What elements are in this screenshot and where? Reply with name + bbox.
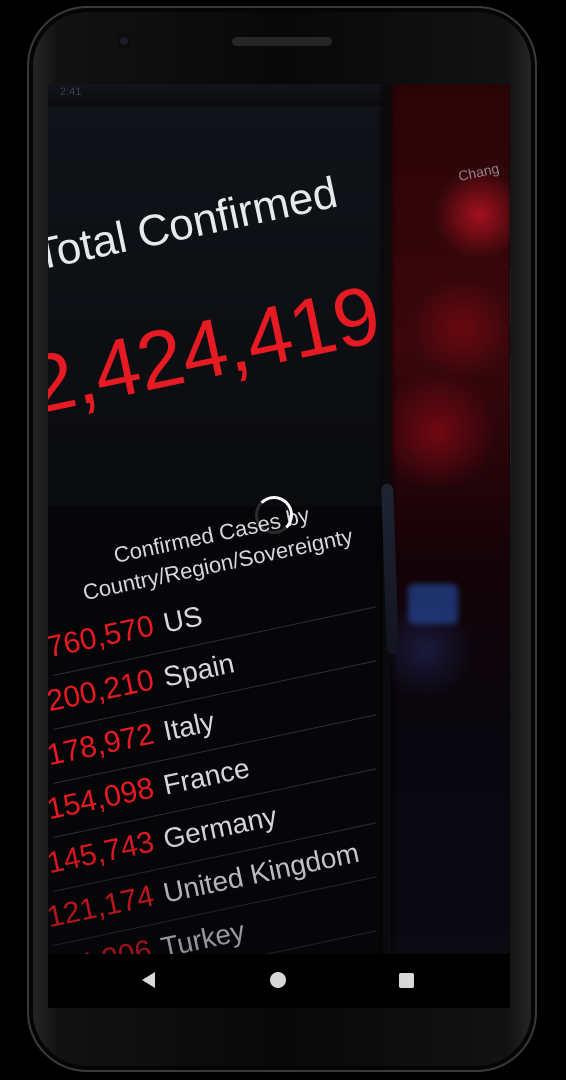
- photo-blue-highlight: [408, 584, 458, 624]
- home-circle-icon[interactable]: [270, 972, 286, 988]
- photo-bottom-fade: [48, 824, 388, 954]
- photo-right-map: [388, 84, 510, 954]
- background-photo: Chang 2:41 Total Confirmed 2,424,419 Con…: [48, 84, 510, 954]
- navigation-bar: [48, 954, 510, 1008]
- loading-spinner-icon: [255, 496, 293, 534]
- recents-square-icon[interactable]: [399, 973, 414, 988]
- front-camera-icon: [117, 34, 131, 48]
- earpiece-speaker: [232, 37, 332, 46]
- back-triangle-icon[interactable]: [142, 972, 155, 988]
- photo-panel: [48, 106, 388, 506]
- status-time: 2:41: [60, 86, 82, 98]
- photo-topbar: 2:41: [48, 84, 388, 106]
- app-screen: Chang 2:41 Total Confirmed 2,424,419 Con…: [48, 84, 510, 954]
- country-name: US: [160, 600, 206, 639]
